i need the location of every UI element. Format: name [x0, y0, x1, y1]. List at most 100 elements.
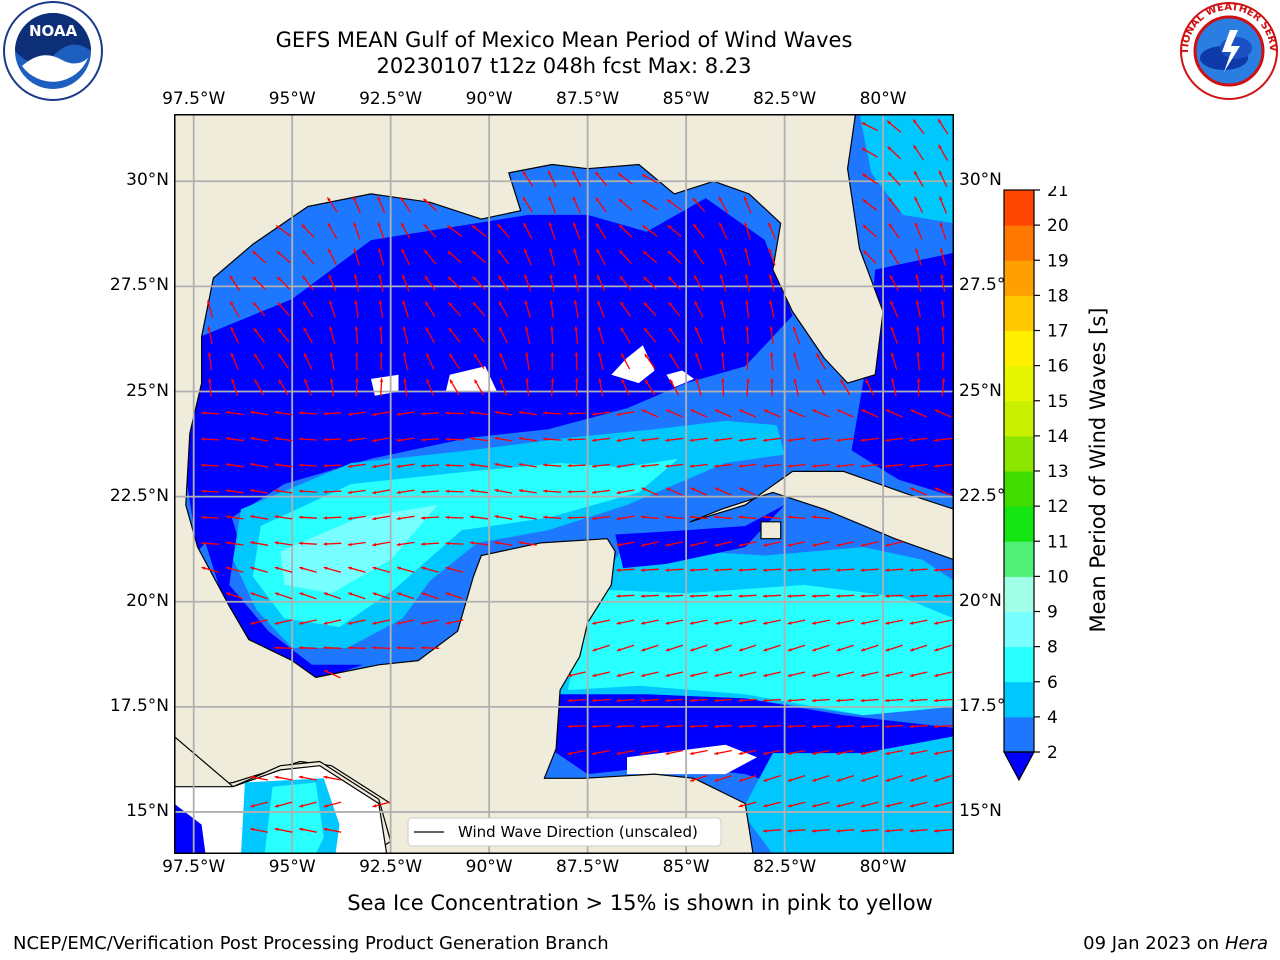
wind-wave-arrow [909, 568, 928, 572]
wind-wave-arrow [446, 224, 463, 237]
wind-wave-arrow [643, 327, 657, 343]
wind-wave-arrow [208, 378, 212, 397]
land-isle-of-youth [760, 521, 782, 540]
wind-wave-arrow [640, 698, 659, 703]
wind-wave-arrow [666, 224, 682, 238]
wind-wave-arrow [518, 410, 537, 416]
wind-wave-arrow [909, 698, 928, 703]
wind-wave-arrow [836, 541, 855, 547]
wind-wave-arrow [885, 568, 904, 572]
wind-wave-arrow [445, 437, 464, 441]
wind-wave-arrow [445, 592, 464, 600]
colorbar-level-12 [1004, 471, 1034, 507]
wind-wave-arrow [225, 515, 244, 520]
wind-wave-arrow [445, 411, 464, 415]
wind-wave-arrow [642, 276, 657, 290]
wind-wave-arrow [916, 326, 921, 345]
wind-wave-arrow [499, 352, 508, 370]
period-band-8-9-central [280, 505, 438, 594]
wind-wave-arrow [763, 774, 781, 782]
wind-wave-arrow [549, 300, 554, 319]
lon-label-bottom: 82.5°W [753, 857, 817, 877]
wind-wave-arrow [572, 196, 581, 214]
wind-wave-arrow [738, 671, 757, 677]
lon-label-top: 80°W [859, 89, 907, 109]
masked-area-2 [611, 345, 655, 384]
wind-wave-arrow [890, 326, 898, 344]
wind-wave-arrow [396, 437, 415, 442]
wind-wave-arrow [402, 300, 410, 318]
wind-wave-arrow [598, 378, 604, 397]
wind-wave-arrow [738, 749, 757, 755]
wind-wave-arrow [598, 352, 604, 371]
wind-wave-arrow [250, 619, 269, 625]
wind-wave-arrow [690, 487, 708, 496]
wind-wave-arrow [934, 409, 952, 418]
wind-wave-arrow [396, 646, 415, 650]
wind-wave-arrow [254, 379, 265, 396]
wind-wave-arrow [840, 379, 851, 396]
wind-wave-arrow [720, 300, 726, 318]
wind-wave-arrow [518, 463, 537, 468]
wind-wave-vectors [201, 118, 953, 833]
wind-wave-arrow [396, 515, 415, 521]
wind-wave-arrow [592, 749, 611, 755]
wind-wave-arrow [915, 248, 923, 266]
wind-wave-arrow [298, 775, 317, 781]
map-plot: Wind Wave Direction (unscaled) [174, 114, 954, 854]
wind-wave-arrow [668, 301, 681, 317]
wind-wave-arrow [940, 274, 946, 293]
wind-wave-arrow [913, 170, 924, 187]
wind-wave-arrow [298, 489, 317, 493]
wind-wave-arrow [762, 515, 782, 520]
wind-wave-arrow [229, 275, 241, 291]
wind-wave-arrow [787, 644, 806, 652]
colorbar-level-9 [1004, 576, 1034, 612]
wind-wave-arrow [616, 437, 635, 443]
wind-wave-arrow [714, 619, 733, 625]
wind-wave-arrow [518, 436, 537, 442]
wind-wave-arrow [201, 566, 220, 573]
wind-wave-arrow [689, 698, 708, 703]
wind-wave-arrow [885, 671, 904, 677]
wind-wave-arrow [787, 724, 806, 729]
wind-wave-arrow [323, 775, 342, 781]
wind-wave-arrow [449, 379, 460, 396]
wind-wave-arrow [836, 409, 854, 418]
noaa-logo-text: NOAA [29, 22, 78, 40]
wind-wave-arrow [888, 223, 900, 239]
wind-wave-arrow [745, 300, 750, 319]
wind-wave-arrow [573, 248, 580, 266]
wind-wave-arrow [379, 378, 384, 397]
wind-wave-arrow [739, 487, 757, 496]
wind-wave-arrow [616, 489, 635, 495]
wind-wave-arrow [250, 488, 269, 494]
lon-label-top: 90°W [465, 89, 513, 109]
wind-wave-arrow [738, 541, 757, 547]
wind-wave-arrow [274, 463, 293, 468]
wind-wave-arrow [274, 410, 293, 416]
wind-wave-arrow [445, 515, 464, 520]
masked-area-1 [445, 366, 497, 392]
wind-wave-arrow [469, 515, 488, 520]
wind-wave-arrow [640, 437, 659, 442]
wind-wave-arrow [816, 378, 826, 396]
wind-wave-arrow [274, 775, 293, 781]
wind-wave-arrow [400, 196, 412, 213]
national-weather-service-logo: NATIONAL WEATHER SERVICE [1178, 0, 1278, 100]
wind-wave-arrow [763, 437, 781, 442]
colorbar-tick-label: 13 [1047, 462, 1069, 482]
wind-wave-arrow [745, 352, 750, 371]
wind-wave-arrow [811, 437, 830, 442]
wind-wave-arrow [689, 644, 708, 652]
wind-wave-arrow [354, 300, 359, 319]
wind-wave-arrow [401, 248, 411, 266]
wind-wave-arrow [372, 566, 391, 573]
wind-wave-arrow [719, 274, 727, 292]
wind-wave-arrow [445, 489, 464, 494]
wind-wave-arrow [887, 171, 901, 186]
wind-wave-arrow [421, 412, 440, 416]
wind-wave-arrow [909, 463, 928, 468]
wind-wave-arrow [770, 378, 774, 397]
wind-wave-arrow [763, 541, 781, 547]
